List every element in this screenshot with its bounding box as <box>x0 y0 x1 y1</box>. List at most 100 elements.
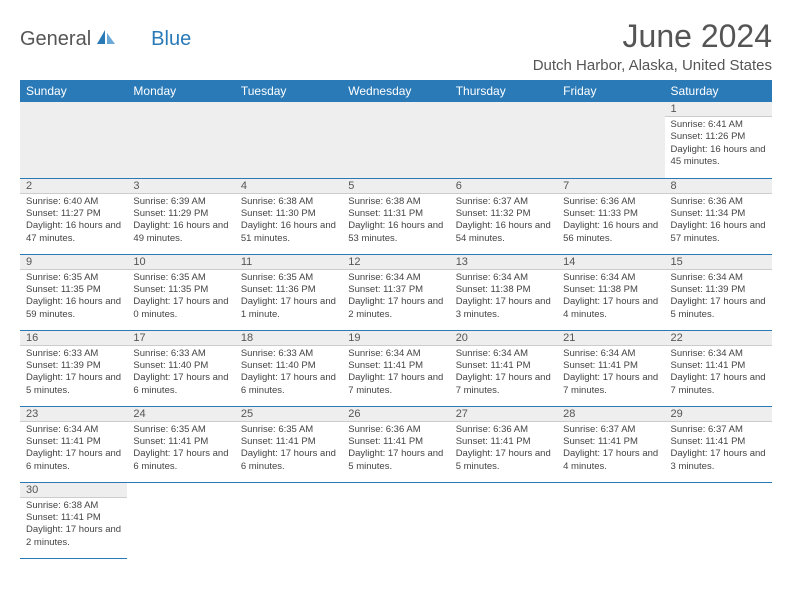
day-number: 11 <box>235 255 342 270</box>
calendar-cell: 6Sunrise: 6:37 AMSunset: 11:32 PMDayligh… <box>450 178 557 254</box>
day-number: 29 <box>665 407 772 422</box>
weekday-header: Tuesday <box>235 80 342 102</box>
day-number: 23 <box>20 407 127 422</box>
day-number: 27 <box>450 407 557 422</box>
calendar-body: 1Sunrise: 6:41 AMSunset: 11:26 PMDayligh… <box>20 102 772 558</box>
day-body: Sunrise: 6:37 AMSunset: 11:41 PMDaylight… <box>557 422 664 475</box>
calendar-cell: 21Sunrise: 6:34 AMSunset: 11:41 PMDaylig… <box>557 330 664 406</box>
calendar-row: 1Sunrise: 6:41 AMSunset: 11:26 PMDayligh… <box>20 102 772 178</box>
calendar-cell: 14Sunrise: 6:34 AMSunset: 11:38 PMDaylig… <box>557 254 664 330</box>
logo: General Blue <box>20 18 191 51</box>
calendar-cell: 10Sunrise: 6:35 AMSunset: 11:35 PMDaylig… <box>127 254 234 330</box>
calendar-cell: 16Sunrise: 6:33 AMSunset: 11:39 PMDaylig… <box>20 330 127 406</box>
calendar-cell: 24Sunrise: 6:35 AMSunset: 11:41 PMDaylig… <box>127 406 234 482</box>
day-number: 14 <box>557 255 664 270</box>
weekday-header: Saturday <box>665 80 772 102</box>
calendar-cell: 8Sunrise: 6:36 AMSunset: 11:34 PMDayligh… <box>665 178 772 254</box>
day-number: 19 <box>342 331 449 346</box>
day-number: 3 <box>127 179 234 194</box>
day-body: Sunrise: 6:38 AMSunset: 11:41 PMDaylight… <box>20 498 127 551</box>
day-number: 1 <box>665 102 772 117</box>
calendar-cell: 1Sunrise: 6:41 AMSunset: 11:26 PMDayligh… <box>665 102 772 178</box>
calendar-cell <box>557 482 664 558</box>
calendar-cell: 22Sunrise: 6:34 AMSunset: 11:41 PMDaylig… <box>665 330 772 406</box>
day-body: Sunrise: 6:34 AMSunset: 11:41 PMDaylight… <box>20 422 127 475</box>
calendar-cell <box>342 482 449 558</box>
title-block: June 2024 Dutch Harbor, Alaska, United S… <box>533 18 772 74</box>
calendar-cell: 29Sunrise: 6:37 AMSunset: 11:41 PMDaylig… <box>665 406 772 482</box>
day-body: Sunrise: 6:34 AMSunset: 11:41 PMDaylight… <box>450 346 557 399</box>
weekday-header: Wednesday <box>342 80 449 102</box>
day-number: 10 <box>127 255 234 270</box>
calendar-cell: 26Sunrise: 6:36 AMSunset: 11:41 PMDaylig… <box>342 406 449 482</box>
header: General Blue June 2024 Dutch Harbor, Ala… <box>20 18 772 74</box>
day-body: Sunrise: 6:36 AMSunset: 11:34 PMDaylight… <box>665 194 772 247</box>
calendar-cell <box>127 102 234 178</box>
calendar-cell: 17Sunrise: 6:33 AMSunset: 11:40 PMDaylig… <box>127 330 234 406</box>
day-number: 7 <box>557 179 664 194</box>
calendar-table: Sunday Monday Tuesday Wednesday Thursday… <box>20 80 772 559</box>
day-body: Sunrise: 6:34 AMSunset: 11:41 PMDaylight… <box>557 346 664 399</box>
day-body: Sunrise: 6:36 AMSunset: 11:41 PMDaylight… <box>342 422 449 475</box>
day-number: 8 <box>665 179 772 194</box>
calendar-cell <box>20 102 127 178</box>
day-number: 17 <box>127 331 234 346</box>
calendar-cell: 30Sunrise: 6:38 AMSunset: 11:41 PMDaylig… <box>20 482 127 558</box>
calendar-row: 2Sunrise: 6:40 AMSunset: 11:27 PMDayligh… <box>20 178 772 254</box>
day-number: 25 <box>235 407 342 422</box>
calendar-cell: 12Sunrise: 6:34 AMSunset: 11:37 PMDaylig… <box>342 254 449 330</box>
calendar-cell: 4Sunrise: 6:38 AMSunset: 11:30 PMDayligh… <box>235 178 342 254</box>
day-body: Sunrise: 6:36 AMSunset: 11:33 PMDaylight… <box>557 194 664 247</box>
calendar-cell <box>342 102 449 178</box>
calendar-cell <box>235 482 342 558</box>
location: Dutch Harbor, Alaska, United States <box>533 57 772 74</box>
day-body: Sunrise: 6:33 AMSunset: 11:40 PMDaylight… <box>127 346 234 399</box>
calendar-cell: 25Sunrise: 6:35 AMSunset: 11:41 PMDaylig… <box>235 406 342 482</box>
day-number: 13 <box>450 255 557 270</box>
calendar-cell: 7Sunrise: 6:36 AMSunset: 11:33 PMDayligh… <box>557 178 664 254</box>
calendar-row: 9Sunrise: 6:35 AMSunset: 11:35 PMDayligh… <box>20 254 772 330</box>
day-body: Sunrise: 6:37 AMSunset: 11:32 PMDaylight… <box>450 194 557 247</box>
day-number: 9 <box>20 255 127 270</box>
day-number: 28 <box>557 407 664 422</box>
day-body: Sunrise: 6:34 AMSunset: 11:37 PMDaylight… <box>342 270 449 323</box>
calendar-cell: 13Sunrise: 6:34 AMSunset: 11:38 PMDaylig… <box>450 254 557 330</box>
weekday-header: Monday <box>127 80 234 102</box>
day-number: 18 <box>235 331 342 346</box>
day-body: Sunrise: 6:33 AMSunset: 11:39 PMDaylight… <box>20 346 127 399</box>
day-number: 16 <box>20 331 127 346</box>
calendar-cell <box>665 482 772 558</box>
day-body: Sunrise: 6:34 AMSunset: 11:38 PMDaylight… <box>557 270 664 323</box>
day-body: Sunrise: 6:35 AMSunset: 11:36 PMDaylight… <box>235 270 342 323</box>
day-body: Sunrise: 6:34 AMSunset: 11:41 PMDaylight… <box>342 346 449 399</box>
day-number: 30 <box>20 483 127 498</box>
weekday-header: Thursday <box>450 80 557 102</box>
day-number: 21 <box>557 331 664 346</box>
day-body: Sunrise: 6:38 AMSunset: 11:30 PMDaylight… <box>235 194 342 247</box>
day-number: 24 <box>127 407 234 422</box>
month-title: June 2024 <box>533 18 772 55</box>
calendar-cell: 11Sunrise: 6:35 AMSunset: 11:36 PMDaylig… <box>235 254 342 330</box>
calendar-cell: 15Sunrise: 6:34 AMSunset: 11:39 PMDaylig… <box>665 254 772 330</box>
calendar-cell: 9Sunrise: 6:35 AMSunset: 11:35 PMDayligh… <box>20 254 127 330</box>
calendar-cell: 20Sunrise: 6:34 AMSunset: 11:41 PMDaylig… <box>450 330 557 406</box>
day-number: 26 <box>342 407 449 422</box>
day-body: Sunrise: 6:34 AMSunset: 11:38 PMDaylight… <box>450 270 557 323</box>
day-body: Sunrise: 6:33 AMSunset: 11:40 PMDaylight… <box>235 346 342 399</box>
logo-sail-icon <box>95 28 117 51</box>
day-body: Sunrise: 6:34 AMSunset: 11:41 PMDaylight… <box>665 346 772 399</box>
day-body: Sunrise: 6:38 AMSunset: 11:31 PMDaylight… <box>342 194 449 247</box>
calendar-row: 23Sunrise: 6:34 AMSunset: 11:41 PMDaylig… <box>20 406 772 482</box>
calendar-cell <box>450 482 557 558</box>
calendar-cell: 19Sunrise: 6:34 AMSunset: 11:41 PMDaylig… <box>342 330 449 406</box>
calendar-row: 30Sunrise: 6:38 AMSunset: 11:41 PMDaylig… <box>20 482 772 558</box>
calendar-cell: 2Sunrise: 6:40 AMSunset: 11:27 PMDayligh… <box>20 178 127 254</box>
calendar-cell <box>127 482 234 558</box>
calendar-cell: 23Sunrise: 6:34 AMSunset: 11:41 PMDaylig… <box>20 406 127 482</box>
calendar-cell: 27Sunrise: 6:36 AMSunset: 11:41 PMDaylig… <box>450 406 557 482</box>
day-body: Sunrise: 6:35 AMSunset: 11:35 PMDaylight… <box>127 270 234 323</box>
logo-text-blue: Blue <box>151 28 191 51</box>
calendar-cell: 18Sunrise: 6:33 AMSunset: 11:40 PMDaylig… <box>235 330 342 406</box>
day-number: 5 <box>342 179 449 194</box>
calendar-cell: 28Sunrise: 6:37 AMSunset: 11:41 PMDaylig… <box>557 406 664 482</box>
